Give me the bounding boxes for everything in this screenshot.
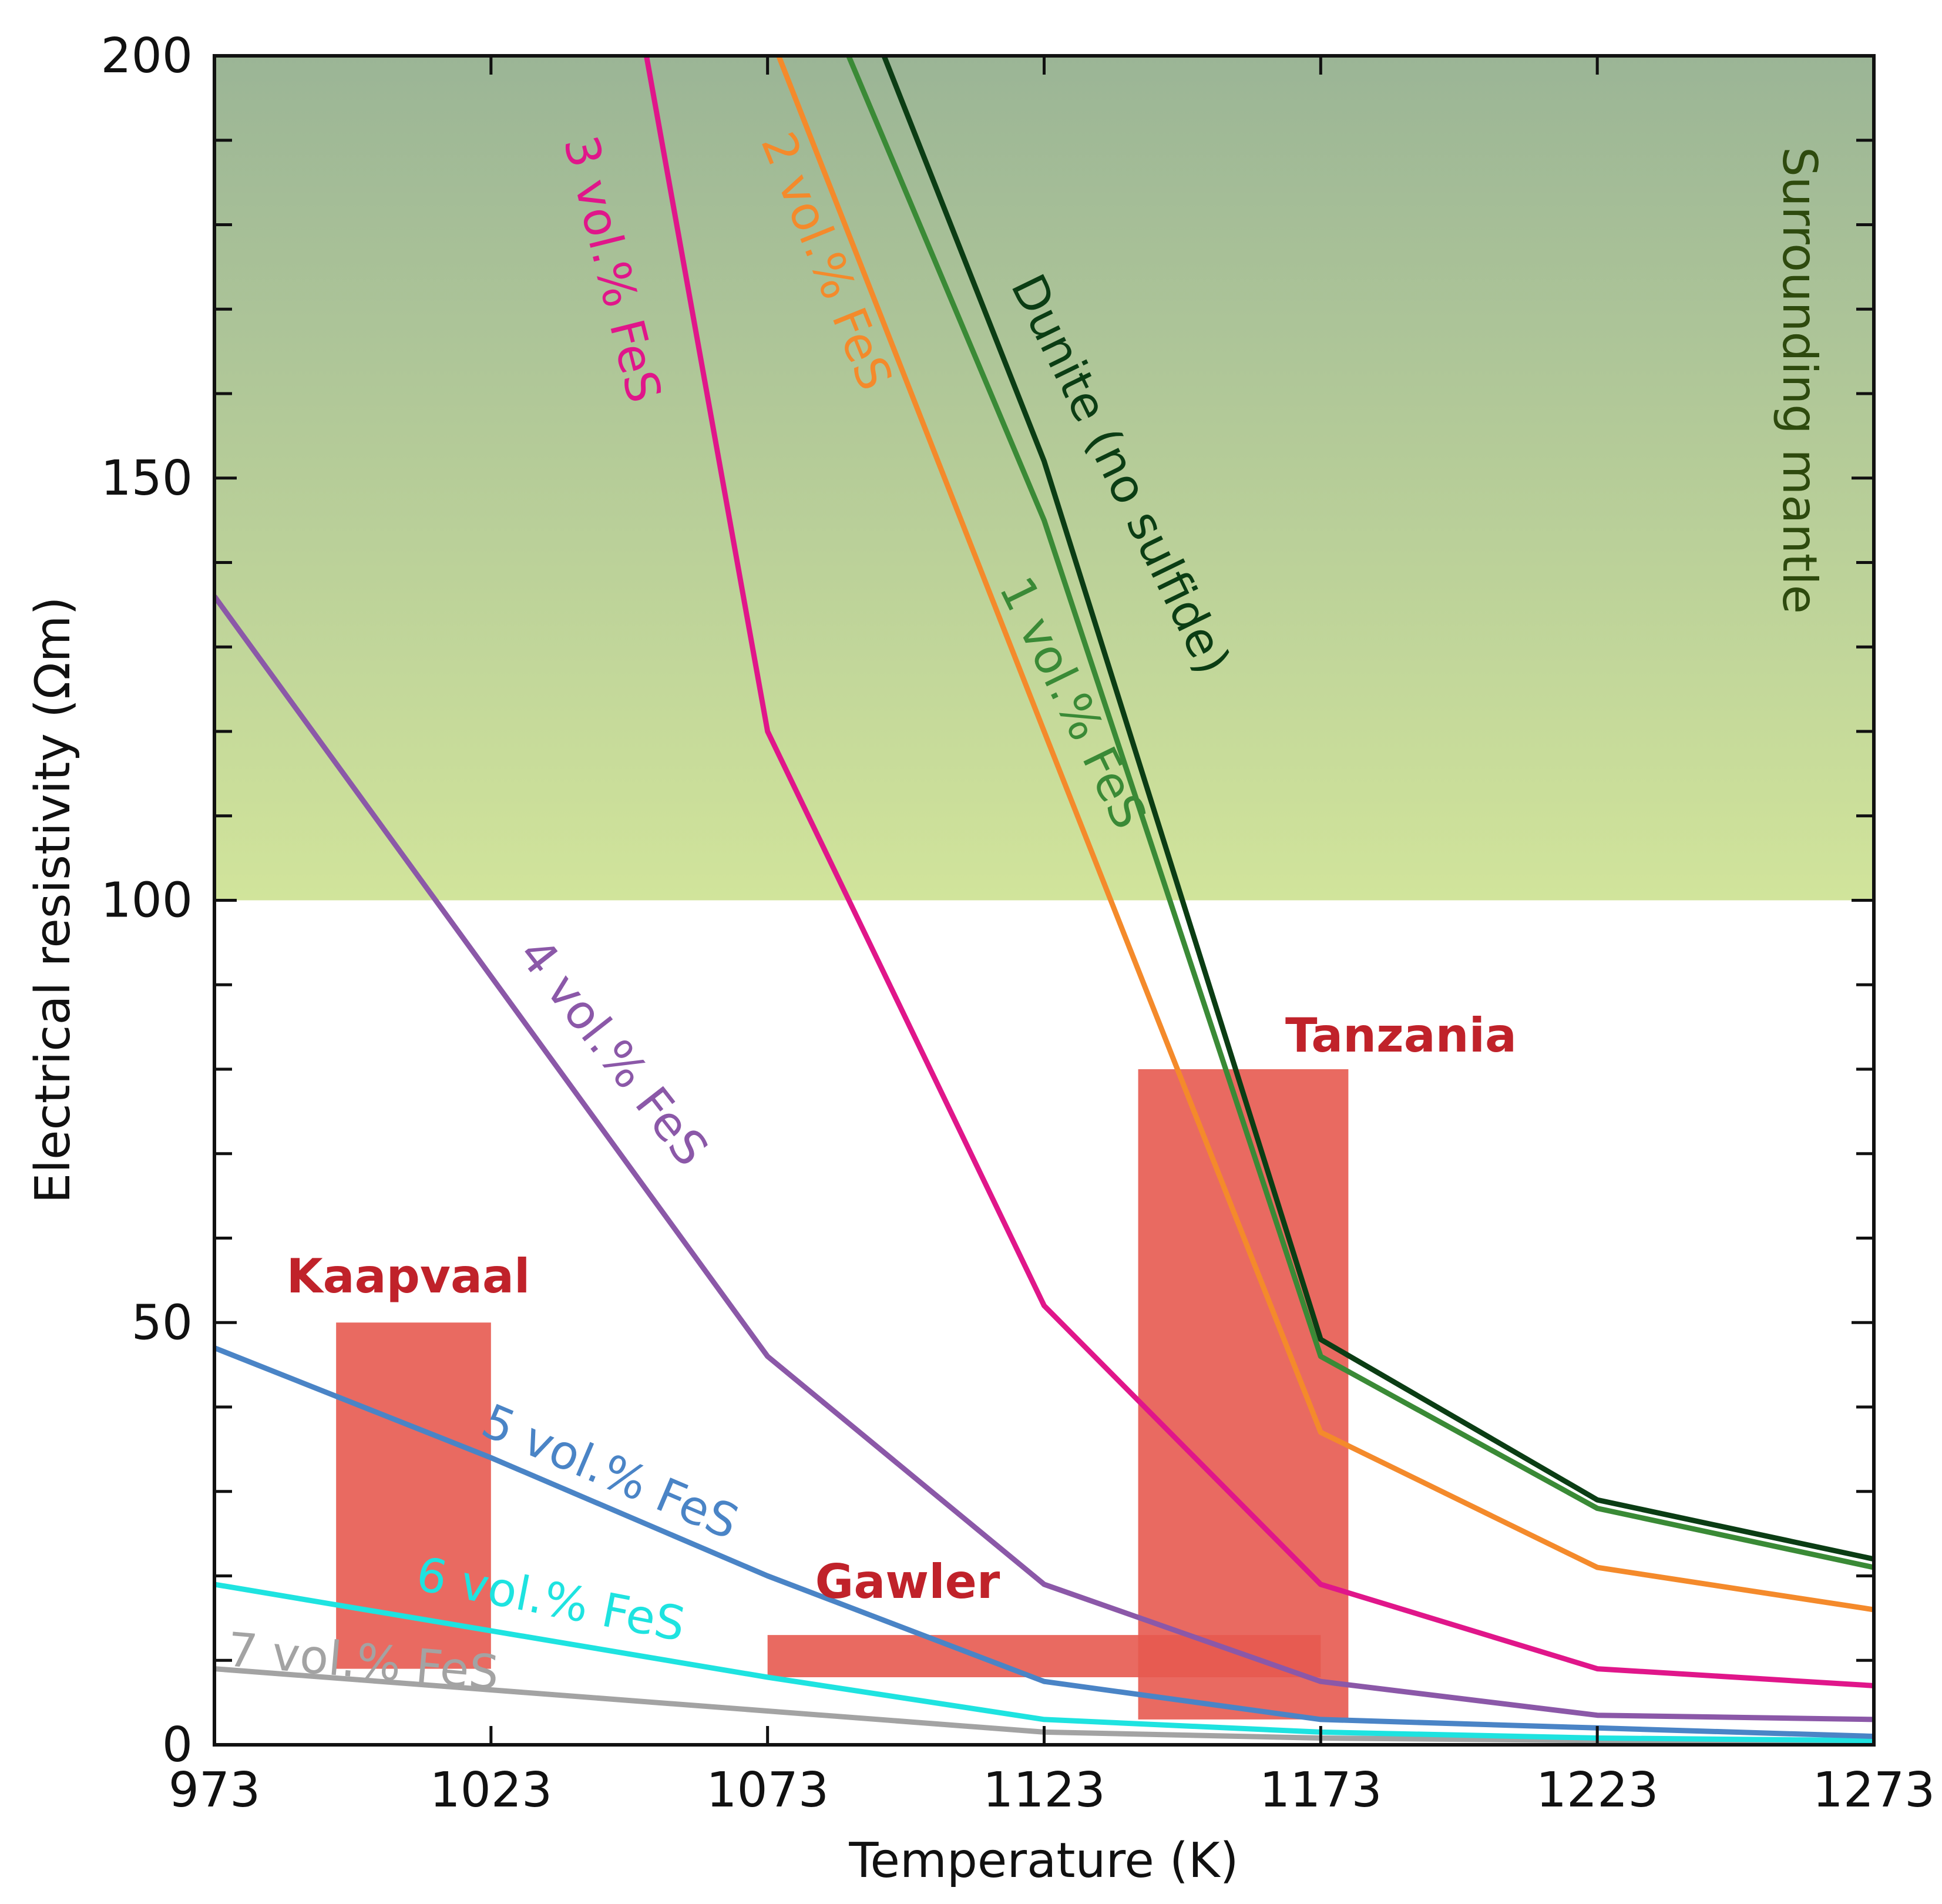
x-tick-label: 1173	[1259, 1762, 1382, 1818]
y-axis-title: Electrical resistivity (Ωm)	[25, 596, 81, 1203]
x-tick-label: 973	[169, 1762, 261, 1818]
y-tick-label: 50	[132, 1295, 193, 1351]
x-tick-label: 1123	[983, 1762, 1106, 1818]
series-line-4-vol-fes	[214, 595, 1874, 1722]
y-tick-label: 150	[100, 451, 193, 506]
x-tick-label: 1273	[1813, 1762, 1936, 1818]
x-tick-label: 1023	[429, 1762, 552, 1818]
x-tick-label: 1223	[1536, 1762, 1659, 1818]
surrounding-mantle-band	[214, 56, 1874, 901]
region-label-kaapvaal: Kaapvaal	[287, 1249, 530, 1304]
y-tick-label: 0	[162, 1717, 193, 1773]
surrounding-mantle-label: Surrounding mantle	[1772, 147, 1827, 614]
series-line-1-vol-fes	[845, 56, 1874, 1570]
series-line-3-vol-fes	[643, 56, 1874, 1688]
series-label-5-vol-fes: 5 vol.% FeS	[475, 1393, 747, 1550]
region-label-tanzania: Tanzania	[1285, 1008, 1517, 1063]
region-tanzania	[1138, 1069, 1349, 1720]
series-line-dunite-no-sulfide-	[881, 56, 1874, 1562]
y-tick-label: 100	[100, 873, 193, 929]
series-line-2-vol-fes	[775, 56, 1874, 1613]
region-label-gawler: Gawler	[815, 1554, 1000, 1609]
x-axis-title: Temperature (K)	[848, 1833, 1238, 1889]
y-tick-label: 200	[100, 28, 193, 84]
x-tick-label: 1073	[706, 1762, 829, 1818]
series-line-6-vol-fes	[214, 1581, 1874, 1744]
series-label-4-vol-fes: 4 vol.% FeS	[508, 928, 719, 1176]
